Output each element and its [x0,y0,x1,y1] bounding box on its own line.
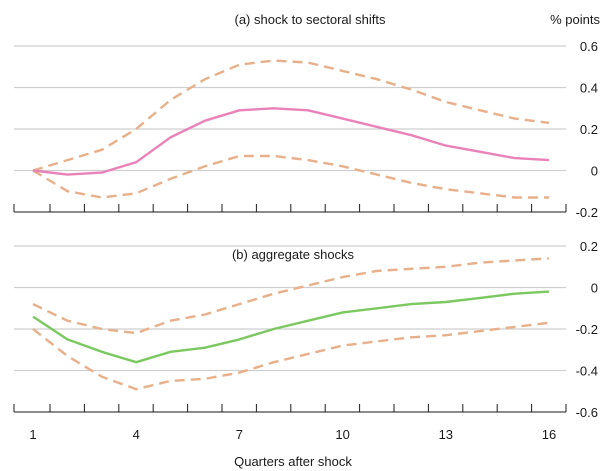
panel-b-central-estimate-line [32,290,550,364]
x-axis-title: Quarters after shock [234,454,352,469]
panel-a-y-tick-label: 0.2 [580,122,598,137]
panel-b-upper-band-line [32,257,550,335]
x-tick-label: 1 [29,427,36,442]
panel-a-central-estimate-line [32,107,550,176]
x-tick-label: 4 [133,427,140,442]
panel-b-x-tick-labels: 1 4 7 10 13 16 [29,427,556,442]
x-tick-label: 13 [439,427,453,442]
panel-b-series [32,257,550,391]
panel-a-y-tick-label: 0.6 [580,39,598,54]
panel-a-upper-band-line [32,59,550,172]
panel-a-y-tick-label: 0 [591,164,598,179]
panel-a-x-axis [13,204,567,213]
panel-b-y-tick-label: 0.2 [580,239,598,254]
panel-a-y-tick-labels: -0.2 0 0.2 0.4 0.6 [576,39,598,220]
panel-b-y-tick-label: -0.2 [576,322,598,337]
panel-b-y-tick-label: -0.6 [576,405,598,420]
x-tick-label: 7 [236,427,243,442]
panel-b-title: (b) aggregate shocks [232,247,355,262]
panel-a-y-tick-label: 0.4 [580,81,598,96]
panel-a-y-tick-label: -0.2 [576,205,598,220]
x-tick-label: 10 [335,427,349,442]
panel-a-series [32,59,550,199]
panel-a-title: (a) shock to sectoral shifts [235,12,386,27]
panel-a-lower-band-line [32,154,549,199]
unit-label: % points [550,12,600,27]
panel-a: (a) shock to sectoral shifts % points -0… [13,12,600,220]
panel-b-y-tick-labels: -0.6 -0.4 -0.2 0 0.2 [576,239,598,420]
panel-a-gridlines [14,45,566,172]
x-tick-label: 16 [542,427,556,442]
panel-b-lower-band-line [32,321,550,391]
panel-b: (b) aggregate shocks -0.6 -0.4 -0.2 0 0.2 1 4… [13,239,598,442]
panel-b-x-axis [13,404,567,413]
panel-b-y-tick-label: 0 [591,281,598,296]
panel-b-y-tick-label: -0.4 [576,364,598,379]
panel-b-gridlines [14,245,566,372]
